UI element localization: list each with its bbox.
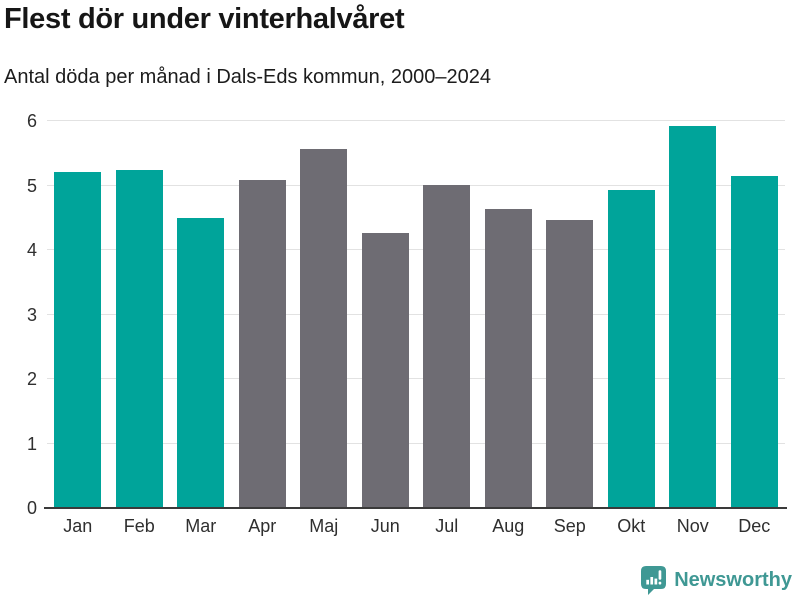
bar-jul: [423, 184, 471, 508]
bar-sep: [546, 220, 594, 508]
x-label-nov: Nov: [676, 516, 709, 536]
bar-slot-okt: [601, 121, 663, 508]
y-tick-2: 2: [26, 369, 37, 390]
logo-text: Newsworthy: [674, 568, 792, 591]
x-label-maj: Maj: [309, 516, 339, 536]
bar-slot-maj: [293, 121, 355, 508]
x-label-feb: Feb: [123, 516, 155, 536]
x-label-apr: Apr: [248, 516, 277, 536]
bar-slot-nov: [662, 121, 724, 508]
y-tick-0: 0: [26, 498, 37, 518]
bar-jun: [361, 233, 409, 508]
gridline-5: [47, 184, 785, 186]
y-tick-6: 6: [26, 111, 37, 131]
y-tick-1: 1: [26, 433, 37, 454]
gridline-4: [47, 249, 785, 251]
x-label-sep: Sep: [553, 516, 586, 536]
x-axis-line: [44, 507, 787, 509]
y-tick-3: 3: [26, 304, 37, 325]
bar-dec: [730, 176, 778, 508]
bar-slot-mar: [170, 121, 232, 508]
bar-okt: [607, 190, 655, 508]
bar-slot-aug: [478, 121, 540, 508]
bar-slot-jan: [47, 121, 109, 508]
bar-slot-sep: [539, 121, 601, 508]
gridline-1: [47, 442, 785, 444]
newsworthy-chart-bubble-icon: [641, 566, 667, 595]
bar-aug: [484, 208, 532, 508]
x-label-mar: Mar: [185, 516, 217, 536]
bar-slot-jun: [355, 121, 417, 508]
chart-title: Flest dör under vinterhalvåret: [4, 3, 405, 35]
bar-apr: [238, 180, 286, 508]
bar-jan: [54, 171, 102, 508]
gridline-3: [47, 313, 785, 315]
bars: [47, 121, 785, 508]
y-tick-5: 5: [26, 175, 37, 196]
bar-slot-jul: [416, 121, 478, 508]
x-label-aug: Aug: [492, 516, 525, 536]
bar-slot-feb: [109, 121, 171, 508]
y-tick-4: 4: [26, 240, 37, 261]
bar-maj: [300, 148, 348, 508]
chart-subtitle: Antal döda per månad i Dals-Eds kommun, …: [4, 66, 491, 88]
x-axis-labels: Jan Feb Mar Apr Maj Jun Jul Aug Sep Okt Nov Dec: [47, 516, 785, 537]
x-label-jul: Jul: [435, 516, 459, 536]
x-label-jun: Jun: [370, 516, 400, 536]
bar-slot-dec: [724, 121, 786, 508]
gridline-2: [47, 378, 785, 380]
bar-slot-apr: [232, 121, 294, 508]
logo: Newsworthy: [640, 565, 792, 595]
gridline-6: [47, 120, 785, 121]
x-label-okt: Okt: [617, 516, 646, 536]
bar-feb: [115, 170, 163, 508]
bar-mar: [177, 218, 225, 508]
x-label-dec: Dec: [738, 516, 771, 536]
bar-nov: [669, 125, 717, 508]
plot-area: 0 1 2 3 4 5 6: [27, 112, 787, 517]
x-label-jan: Jan: [63, 516, 93, 536]
